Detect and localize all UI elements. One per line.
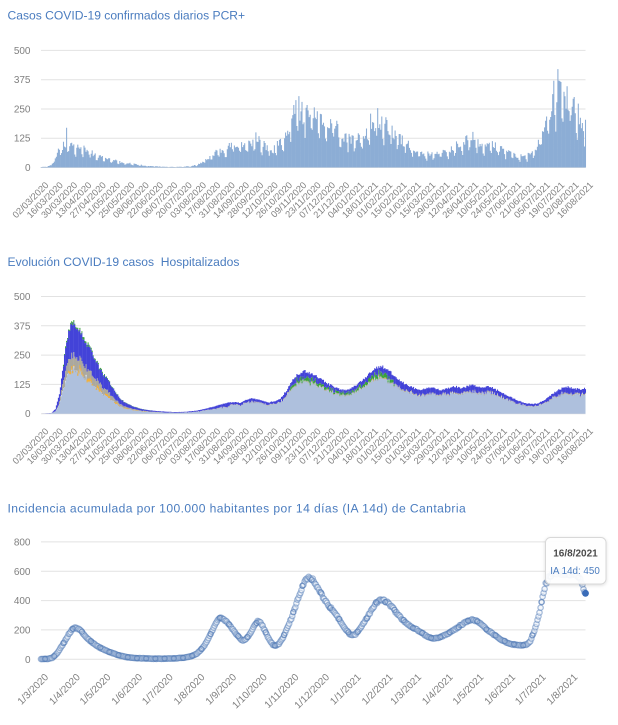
svg-text:Casos COVID-19 confirmados dia: Casos COVID-19 confirmados diarios PCR+ (8, 9, 246, 23)
svg-text:16/8/2021: 16/8/2021 (553, 549, 598, 560)
svg-text:500: 500 (14, 292, 31, 303)
svg-text:200: 200 (14, 625, 31, 636)
svg-text:400: 400 (14, 596, 31, 607)
svg-text:Evolución COVID-19 casos Hosp: Evolución COVID-19 casos Hospitalizados (8, 255, 240, 269)
svg-text:375: 375 (14, 321, 31, 332)
svg-text:250: 250 (14, 351, 31, 362)
svg-text:125: 125 (14, 380, 31, 391)
svg-text:Incidencia acumulada por 100.0: Incidencia acumulada por 100.000 habitan… (8, 502, 467, 516)
svg-text:125: 125 (14, 134, 31, 145)
svg-text:500: 500 (14, 46, 31, 57)
svg-text:600: 600 (14, 567, 31, 578)
svg-text:0: 0 (25, 163, 31, 174)
svg-text:250: 250 (14, 105, 31, 116)
svg-text:0: 0 (25, 655, 31, 666)
svg-text:800: 800 (14, 537, 31, 548)
svg-text:0: 0 (25, 409, 31, 420)
svg-text:IA 14d: 450: IA 14d: 450 (550, 566, 600, 577)
svg-text:375: 375 (14, 75, 31, 86)
